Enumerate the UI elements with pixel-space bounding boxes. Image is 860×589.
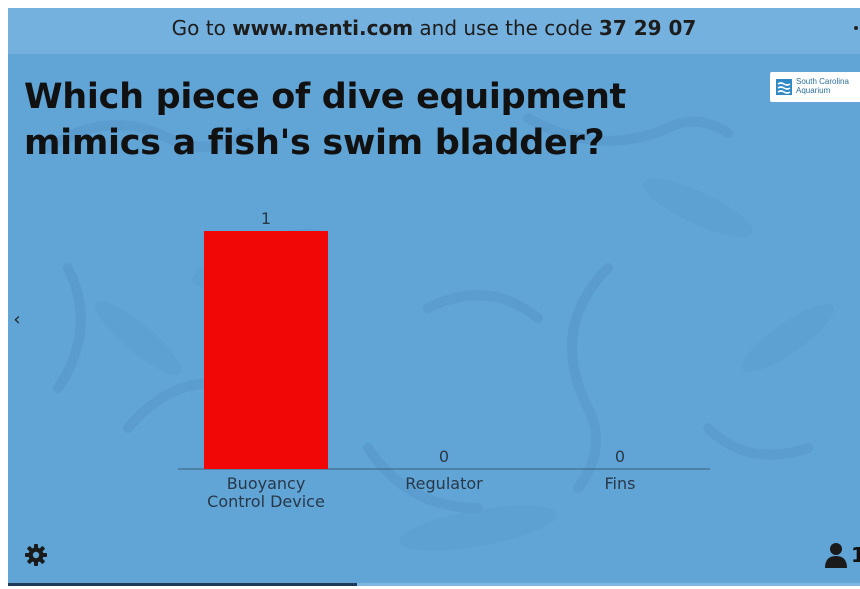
join-code: 37 29 07 xyxy=(598,16,697,40)
logo-line-2: Aquarium xyxy=(796,86,831,95)
results-bar-chart: 1 Buoyancy Control Device 0 Regulator 0 Fins xyxy=(178,209,710,511)
presentation-progress-bar xyxy=(8,583,860,586)
category-label-0: Buoyancy Control Device xyxy=(207,474,325,511)
value-label-1: 0 xyxy=(439,447,449,466)
join-banner: Go to www.menti.com and use the code 37 … xyxy=(8,8,860,54)
slide: Go to www.menti.com and use the code 37 … xyxy=(8,8,860,586)
value-label-0: 1 xyxy=(261,209,271,228)
chevron-left-icon[interactable]: ‹ xyxy=(13,309,21,330)
audience-count-glyph: 1 xyxy=(851,543,860,567)
menti-url[interactable]: www.menti.com xyxy=(232,16,414,40)
bar-0 xyxy=(204,231,328,469)
banner-middle: and use the code xyxy=(413,16,599,40)
wave-logo-icon xyxy=(776,79,792,95)
user-icon[interactable] xyxy=(824,542,848,568)
category-label-1: Regulator xyxy=(405,474,483,493)
value-label-2: 0 xyxy=(615,447,625,466)
join-instructions: Go to www.menti.com and use the code 37 … xyxy=(8,16,860,40)
logo-text: South Carolina Aquarium xyxy=(796,77,860,95)
gear-icon[interactable] xyxy=(24,543,48,567)
logo-line-1: South Carolina xyxy=(796,77,849,86)
menu-dot-icon[interactable] xyxy=(854,26,858,30)
aquarium-logo: South Carolina Aquarium xyxy=(770,72,860,102)
progress-fill xyxy=(8,583,358,586)
banner-prefix: Go to xyxy=(171,16,233,40)
category-label-2: Fins xyxy=(605,474,636,493)
question-title: Which piece of dive equipment mimics a f… xyxy=(24,77,626,163)
